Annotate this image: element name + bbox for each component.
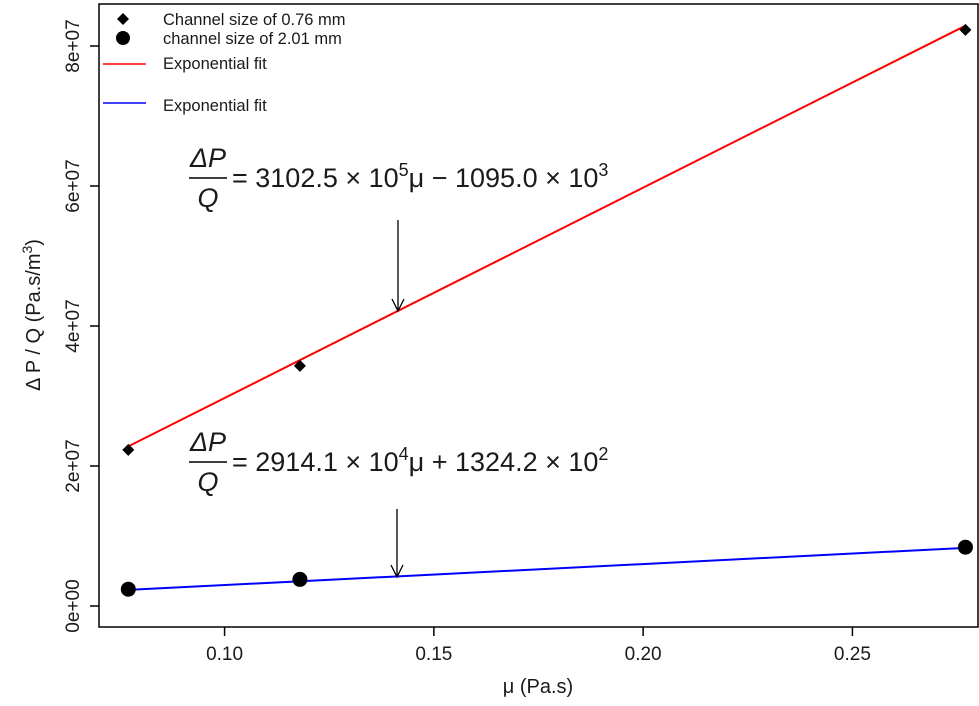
- equation-1-denominator: Q: [197, 183, 218, 213]
- equation-2-exp-a: 4: [399, 444, 409, 464]
- y-axis-label-main: Δ P / Q (Pa.s/m: [23, 253, 45, 390]
- equation-2-rhs-a: = 2914.1 × 10: [232, 447, 399, 477]
- y-axis-label-close: ): [23, 239, 45, 246]
- x-axis-label: μ (Pa.s): [503, 676, 573, 698]
- x-axis: 0.10 0.15 0.20 0.25: [206, 627, 871, 665]
- x-tick-label-2: 0.20: [625, 644, 662, 665]
- x-tick-label-3: 0.25: [834, 644, 871, 665]
- fit-line-1: [127, 24, 966, 448]
- fit-lines: [127, 24, 966, 591]
- x-tick-label-1: 0.15: [415, 644, 452, 665]
- equation-1-rhs-a: = 3102.5 × 10: [232, 163, 399, 193]
- y-tick-label-1: 2e+07: [63, 439, 84, 492]
- y-tick-label-0: 0e+00: [63, 579, 84, 632]
- equation-1-exp-b: 3: [598, 160, 608, 180]
- data-markers: [120, 23, 973, 597]
- equation-2-denominator: Q: [197, 467, 218, 497]
- point-series-2-2: [957, 539, 973, 555]
- point-series-1-2: [959, 23, 972, 36]
- y-axis-label-superscript: 3: [19, 245, 35, 253]
- y-axis-label: Δ P / Q (Pa.s/m3): [19, 239, 45, 391]
- y-tick-label-2: 4e+07: [63, 299, 84, 352]
- y-tick-label-4: 8e+07: [63, 19, 84, 72]
- arrow-2-head: [390, 564, 404, 579]
- arrow-1-head: [391, 298, 405, 313]
- equation-1-numerator: ΔP: [189, 143, 226, 173]
- annotation-blue-fit: ΔP Q = 2914.1 × 104μ + 1324.2 × 102: [189, 427, 608, 579]
- equation-2-rhs: = 2914.1 × 104μ + 1324.2 × 102: [232, 444, 608, 477]
- legend-circle-icon: [116, 31, 130, 45]
- y-tick-label-3: 6e+07: [63, 159, 84, 212]
- fit-line-2: [128, 546, 966, 591]
- annotation-red-fit: ΔP Q = 3102.5 × 105μ − 1095.0 × 103: [189, 143, 608, 313]
- legend: Channel size of 0.76 mm channel size of …: [103, 11, 346, 115]
- x-tick-label-0: 0.10: [206, 644, 243, 665]
- equation-1-rhs: = 3102.5 × 105μ − 1095.0 × 103: [232, 160, 608, 193]
- equation-2-numerator: ΔP: [189, 427, 226, 457]
- legend-diamond-icon: [117, 13, 129, 25]
- legend-label-fit-2: Exponential fit: [163, 97, 267, 115]
- point-series-1-0: [122, 443, 135, 456]
- equation-1-exp-a: 5: [399, 160, 409, 180]
- equation-2-exp-b: 2: [598, 444, 608, 464]
- legend-label-series-1: Channel size of 0.76 mm: [163, 11, 346, 29]
- legend-label-fit-1: Exponential fit: [163, 55, 267, 73]
- y-axis: 0e+00 2e+07 4e+07 6e+07 8e+07: [63, 19, 99, 633]
- point-series-1-1: [293, 359, 306, 372]
- legend-label-series-2: channel size of 2.01 mm: [163, 30, 342, 48]
- equation-1-rhs-b: μ − 1095.0 × 10: [409, 163, 599, 193]
- point-series-2-1: [292, 571, 308, 587]
- point-series-2-0: [120, 581, 136, 597]
- equation-2-rhs-b: μ + 1324.2 × 10: [409, 447, 599, 477]
- plot-frame: [98, 3, 979, 628]
